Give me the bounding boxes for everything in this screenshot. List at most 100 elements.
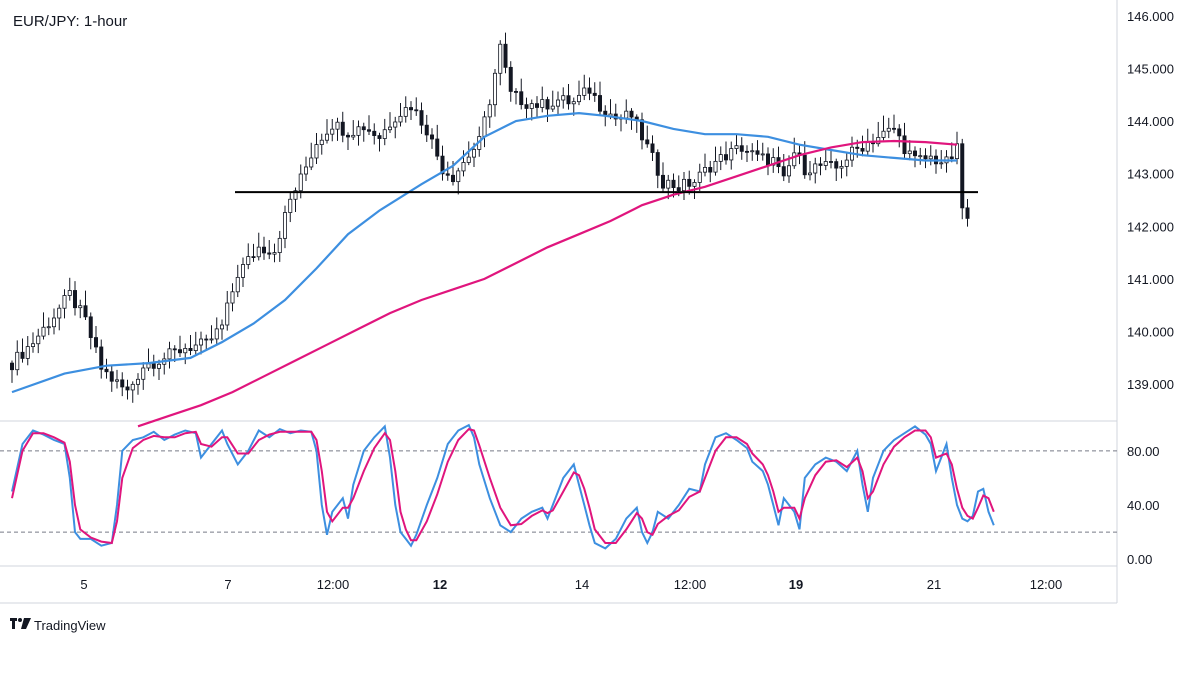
- candle: [556, 91, 561, 115]
- candle: [351, 120, 356, 141]
- candle: [545, 96, 550, 123]
- candle: [15, 340, 20, 376]
- time-axis-group: 5 7 12:00 12 14 12:00 19 21 12:00: [80, 577, 1062, 592]
- oscillator-tick-label: 0.00: [1127, 552, 1152, 567]
- candle: [729, 141, 734, 170]
- candle: [787, 155, 792, 183]
- candle: [219, 319, 224, 340]
- candle: [120, 372, 125, 397]
- time-tick-label: 12:00: [1030, 577, 1063, 592]
- candle: [745, 145, 750, 162]
- price-tick-label: 142.000: [1127, 219, 1174, 234]
- candle: [372, 123, 377, 145]
- candle: [456, 167, 461, 195]
- candle: [703, 153, 708, 177]
- candle: [330, 119, 335, 142]
- candle: [193, 331, 198, 356]
- oscillator-tick-label: 80.00: [1127, 444, 1160, 459]
- candle: [314, 132, 319, 164]
- candle: [892, 114, 897, 134]
- candle: [913, 146, 918, 168]
- candle: [46, 317, 51, 336]
- candle: [414, 97, 419, 116]
- candle: [52, 308, 57, 335]
- candle: [755, 140, 760, 162]
- candle: [829, 150, 834, 169]
- candle: [519, 78, 524, 110]
- candle: [960, 138, 965, 220]
- price-tick-label: 145.000: [1127, 61, 1174, 76]
- candle: [655, 149, 660, 189]
- candle: [25, 336, 30, 366]
- candle: [781, 153, 786, 182]
- candle: [282, 205, 287, 249]
- candle: [335, 117, 340, 141]
- candle: [582, 74, 587, 101]
- candle: [661, 162, 666, 193]
- price-tick-label: 139.000: [1127, 377, 1174, 392]
- candle: [429, 128, 434, 149]
- candle: [261, 236, 266, 260]
- candle: [818, 157, 823, 176]
- candle: [886, 117, 891, 139]
- candle: [918, 147, 923, 165]
- candle: [36, 328, 41, 354]
- price-tick-label: 141.000: [1127, 272, 1174, 287]
- candle: [445, 161, 450, 181]
- candle: [125, 379, 130, 400]
- candle: [540, 86, 545, 113]
- candle: [550, 90, 555, 112]
- time-tick-label: 19: [789, 577, 803, 592]
- candle: [361, 122, 366, 142]
- candle: [225, 290, 230, 331]
- candle: [435, 124, 440, 161]
- candle: [860, 135, 865, 157]
- candle: [697, 163, 702, 191]
- candle: [645, 125, 650, 148]
- candle: [466, 141, 471, 166]
- candle: [141, 362, 146, 390]
- candle: [750, 143, 755, 161]
- candle: [309, 142, 314, 171]
- candle: [965, 199, 970, 227]
- slow-ma-line: [137, 139, 958, 428]
- candle: [928, 145, 933, 166]
- candle: [408, 101, 413, 121]
- candle: [277, 230, 282, 262]
- candle: [78, 299, 83, 319]
- chart-title: EUR/JPY: 1-hour: [13, 13, 127, 30]
- candle: [419, 102, 424, 134]
- candle: [718, 146, 723, 171]
- candle: [209, 325, 214, 344]
- candle: [41, 312, 46, 340]
- candle: [823, 148, 828, 171]
- oscillator-tick-label: 40.00: [1127, 498, 1160, 513]
- candle: [9, 360, 14, 383]
- candle: [340, 111, 345, 143]
- oscillator-axis-group: 80.00 40.00 0.00: [1127, 444, 1160, 567]
- candle: [844, 153, 849, 177]
- oscillator-group: [0, 423, 1117, 550]
- candle: [67, 277, 72, 301]
- candle: [813, 157, 818, 184]
- candle: [440, 145, 445, 181]
- candle: [366, 115, 371, 136]
- candle: [708, 160, 713, 183]
- candle: [303, 156, 308, 181]
- candle: [62, 289, 67, 319]
- candle: [73, 281, 78, 316]
- candle: [167, 341, 172, 369]
- time-tick-label: 12:00: [674, 577, 707, 592]
- candle: [319, 133, 324, 155]
- candle: [188, 334, 193, 356]
- candle: [671, 173, 676, 198]
- candle: [204, 334, 209, 351]
- candle: [461, 150, 466, 177]
- candle: [109, 365, 114, 392]
- candle: [713, 146, 718, 176]
- price-tick-label: 144.000: [1127, 114, 1174, 129]
- candle: [592, 82, 597, 102]
- candle: [403, 96, 408, 123]
- candle: [760, 142, 765, 161]
- candle: [561, 87, 566, 109]
